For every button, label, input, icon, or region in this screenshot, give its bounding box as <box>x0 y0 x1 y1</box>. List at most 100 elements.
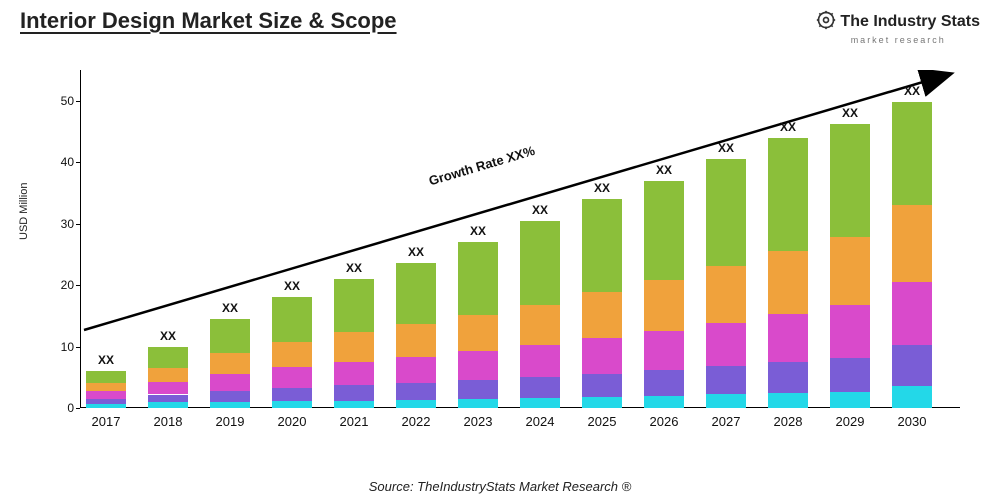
bar-segment <box>396 400 436 408</box>
bar-segment <box>892 102 932 205</box>
bar-value-label: XX <box>644 163 684 177</box>
y-tick-mark <box>76 224 80 225</box>
bar-segment <box>582 199 622 292</box>
bar-segment <box>520 305 560 346</box>
bar-segment <box>148 395 188 403</box>
bar-segment <box>458 315 498 351</box>
bar-segment <box>644 280 684 330</box>
bar-segment <box>396 324 436 357</box>
bar-segment <box>706 159 746 266</box>
bar-value-label: XX <box>148 329 188 343</box>
bar-segment <box>520 221 560 305</box>
growth-rate-label: Growth Rate XX% <box>427 143 537 189</box>
bar-segment <box>334 332 374 361</box>
bar-value-label: XX <box>458 224 498 238</box>
bar-segment <box>272 388 312 402</box>
y-tick: 50 <box>50 94 74 108</box>
y-tick-mark <box>76 285 80 286</box>
y-tick: 40 <box>50 155 74 169</box>
chart-container: Interior Design Market Size & Scope The … <box>0 0 1000 500</box>
y-tick: 10 <box>50 340 74 354</box>
x-tick: 2021 <box>334 414 374 429</box>
bar-segment <box>334 362 374 385</box>
source-caption: Source: TheIndustryStats Market Research… <box>0 479 1000 494</box>
bar-segment <box>644 181 684 281</box>
bar-value-label: XX <box>768 120 808 134</box>
bar-value-label: XX <box>520 203 560 217</box>
y-tick-mark <box>76 101 80 102</box>
bar-value-label: XX <box>396 245 436 259</box>
bar-value-label: XX <box>892 84 932 98</box>
logo-text: The Industry Stats <box>840 14 980 30</box>
bar-segment <box>396 357 436 383</box>
x-tick: 2030 <box>892 414 932 429</box>
bar-value-label: XX <box>830 106 870 120</box>
y-tick-mark <box>76 347 80 348</box>
x-tick: 2028 <box>768 414 808 429</box>
x-tick: 2029 <box>830 414 870 429</box>
x-tick: 2023 <box>458 414 498 429</box>
bar-segment <box>86 399 126 404</box>
y-axis-label: USD Million <box>18 183 30 240</box>
bar-segment <box>892 282 932 345</box>
bar-segment <box>706 323 746 367</box>
x-tick: 2025 <box>582 414 622 429</box>
bar-segment <box>272 401 312 408</box>
bar-value-label: XX <box>582 181 622 195</box>
bar-value-label: XX <box>272 279 312 293</box>
x-tick: 2027 <box>706 414 746 429</box>
bar-segment <box>582 397 622 408</box>
bar-segment <box>830 124 870 236</box>
bar-segment <box>520 377 560 398</box>
bar-segment <box>458 242 498 315</box>
x-tick: 2024 <box>520 414 560 429</box>
x-tick: 2020 <box>272 414 312 429</box>
bar-value-label: XX <box>334 261 374 275</box>
bar-segment <box>830 392 870 408</box>
bar-value-label: XX <box>86 353 126 367</box>
bar-segment <box>768 251 808 314</box>
bar-segment <box>582 292 622 337</box>
y-tick: 0 <box>50 401 74 415</box>
bar-segment <box>86 371 126 383</box>
y-tick-mark <box>76 162 80 163</box>
chart-title: Interior Design Market Size & Scope <box>20 8 397 34</box>
bar-segment <box>86 391 126 398</box>
bar-segment <box>582 374 622 397</box>
bar-segment <box>210 353 250 374</box>
y-axis-line <box>80 70 81 408</box>
bar-segment <box>520 345 560 377</box>
bar-value-label: XX <box>210 301 250 315</box>
bar-segment <box>334 279 374 332</box>
y-tick-mark <box>76 408 80 409</box>
bar-segment <box>644 370 684 396</box>
x-tick: 2017 <box>86 414 126 429</box>
bar-segment <box>148 347 188 369</box>
logo-subtext: market research <box>816 36 980 45</box>
bar-segment <box>148 368 188 382</box>
bar-segment <box>396 383 436 400</box>
bar-segment <box>272 297 312 341</box>
x-tick: 2022 <box>396 414 436 429</box>
bar-segment <box>86 404 126 408</box>
bar-segment <box>86 383 126 391</box>
brand-logo: The Industry Stats market research <box>816 10 980 45</box>
bar-segment <box>458 380 498 399</box>
bar-segment <box>210 319 250 353</box>
bar-segment <box>458 399 498 408</box>
bar-segment <box>706 266 746 323</box>
bar-segment <box>210 374 250 391</box>
bar-segment <box>334 385 374 400</box>
bar-segment <box>892 205 932 282</box>
logo-main: The Industry Stats <box>816 10 980 34</box>
gear-icon <box>816 10 836 34</box>
bar-segment <box>396 263 436 324</box>
x-tick: 2018 <box>148 414 188 429</box>
bar-segment <box>830 237 870 306</box>
bar-segment <box>148 402 188 408</box>
bar-segment <box>644 331 684 370</box>
bar-segment <box>520 398 560 408</box>
x-tick: 2026 <box>644 414 684 429</box>
bar-segment <box>706 394 746 408</box>
bar-segment <box>892 386 932 408</box>
